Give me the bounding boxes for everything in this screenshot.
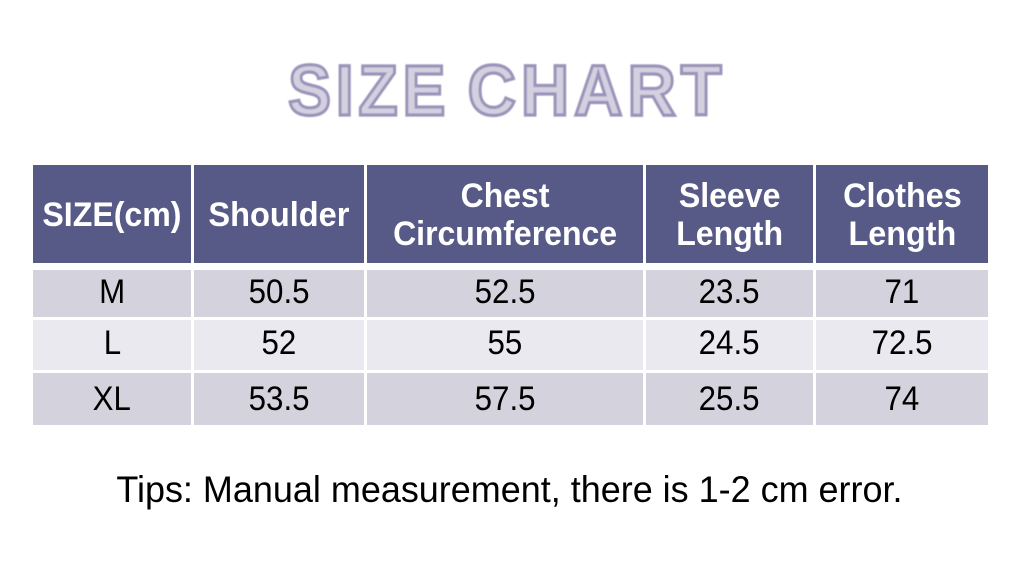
svg-text:CHART: CHART bbox=[468, 50, 727, 131]
svg-text:SIZE: SIZE bbox=[288, 51, 450, 131]
